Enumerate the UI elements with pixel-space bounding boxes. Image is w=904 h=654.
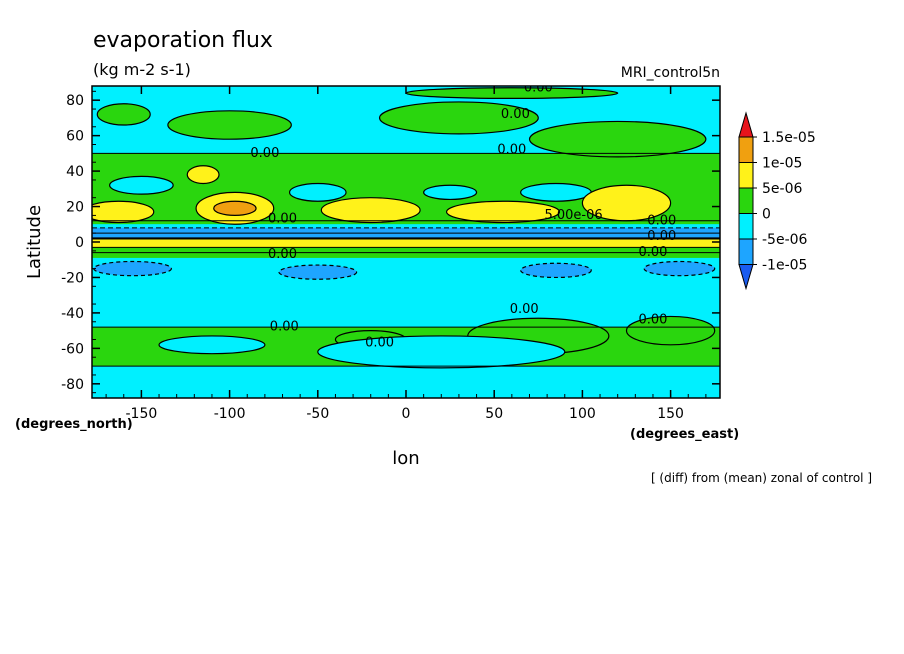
contour-label: 0.00: [497, 142, 526, 157]
y-tick-label: 80: [66, 93, 84, 109]
field-max-orange-1: [213, 200, 257, 217]
field-patch-green-nh3: [528, 120, 707, 158]
colorbar-triangle-bottom: [738, 264, 754, 291]
colorbar-segment: [738, 187, 754, 214]
contour-label: 0.00: [250, 146, 279, 161]
x-axis-units: (degrees_east): [630, 427, 739, 442]
y-tick-label: -80: [61, 377, 84, 393]
contour-label: 0.00: [365, 336, 394, 351]
contour-label: 0.00: [647, 229, 676, 244]
field-patch-green-nh1: [167, 110, 292, 140]
field-max-yellow-1: [92, 200, 155, 224]
field-patch-cyan-sh1: [317, 335, 566, 369]
colorbar-segment: [738, 213, 754, 240]
colorbar-triangle-top: [738, 111, 754, 138]
field-min-lblue-2: [278, 264, 358, 280]
x-tick-label: 150: [657, 406, 684, 422]
colorbar-label: 1e-05: [762, 156, 802, 172]
contour-label: 0.00: [510, 302, 539, 317]
field-patch-green-sh3: [625, 315, 716, 346]
colorbar-label: -5e-06: [762, 232, 808, 248]
chart-title: evaporation flux: [93, 28, 273, 53]
field-patch-green-nh2: [378, 101, 539, 135]
contour-label: 0.00: [268, 212, 297, 227]
colorbar-label: 0: [762, 207, 771, 223]
colorbar-label: 5e-06: [762, 181, 802, 197]
field-min-lblue-4: [643, 260, 716, 277]
field-max-yellow-6: [186, 165, 220, 185]
y-tick-label: -20: [61, 270, 84, 286]
field-patch-green-nh4: [96, 103, 151, 126]
colorbar-label: 1.5e-05: [762, 130, 816, 146]
contour-label: 0.00: [270, 320, 299, 335]
contour-label: 0.00: [268, 247, 297, 262]
y-axis-label: Latitude: [24, 205, 45, 279]
colorbar-segment: [738, 162, 754, 189]
x-tick-label: 50: [485, 406, 503, 422]
field-min-lblue-1: [93, 260, 172, 277]
x-tick-label: 100: [569, 406, 596, 422]
contour-label: 0.00: [524, 80, 553, 95]
run-label: MRI_control5n: [621, 65, 720, 81]
field-hole-cyan-4: [520, 182, 592, 202]
y-tick-label: 20: [66, 200, 84, 216]
field-hole-cyan-3: [423, 184, 478, 201]
chart-note: [ (diff) from (mean) zonal of control ]: [651, 471, 872, 485]
y-tick-label: -40: [61, 306, 84, 322]
x-tick-label: -100: [214, 406, 246, 422]
plot-area: [92, 86, 720, 398]
chart-units: (kg m-2 s-1): [93, 60, 191, 79]
y-axis-units: (degrees_north): [15, 417, 133, 432]
y-tick-label: 40: [66, 164, 84, 180]
contour-label: 0.00: [647, 213, 676, 228]
y-tick-label: 60: [66, 129, 84, 145]
x-tick-label: -50: [306, 406, 329, 422]
x-axis-label: lon: [392, 448, 419, 469]
contour-label: 0.00: [638, 245, 667, 260]
field-band-cyan-south: [92, 257, 720, 328]
contour-labels: 0.000.000.00 0.005.00e-060.00 0.000.000.00…: [250, 80, 676, 351]
x-axis: -150 -100 -50 0 50 100 150: [105, 86, 707, 422]
contour-label: 0.00: [638, 313, 667, 328]
contour-label: 0.00: [501, 107, 530, 122]
colorbar: 1.5e-05 1e-05 5e-06 0 -5e-06 -1e-05: [738, 111, 816, 291]
x-tick-label: -150: [126, 406, 158, 422]
contour-label: 5.00e-06: [544, 208, 602, 223]
field-hole-cyan-2: [288, 182, 347, 202]
colorbar-segment: [738, 238, 754, 265]
field-hole-cyan-1: [109, 175, 174, 195]
y-axis: -80 -60 -40 -20 0 20 40 60 80: [61, 90, 720, 394]
field-band-yellow-eq: [92, 238, 720, 248]
field-max-yellow-4: [445, 200, 561, 224]
field-min-lblue-3: [520, 262, 592, 279]
colorbar-label: -1e-05: [762, 258, 807, 274]
field-patch-cyan-sh2: [158, 335, 266, 355]
colorbar-segment: [738, 136, 754, 163]
x-tick-label: 0: [402, 406, 411, 422]
y-tick-label: -60: [61, 341, 84, 357]
field-patch-green-nh5: [405, 87, 619, 100]
y-tick-label: 0: [75, 235, 84, 251]
field-max-yellow-3: [320, 197, 421, 224]
